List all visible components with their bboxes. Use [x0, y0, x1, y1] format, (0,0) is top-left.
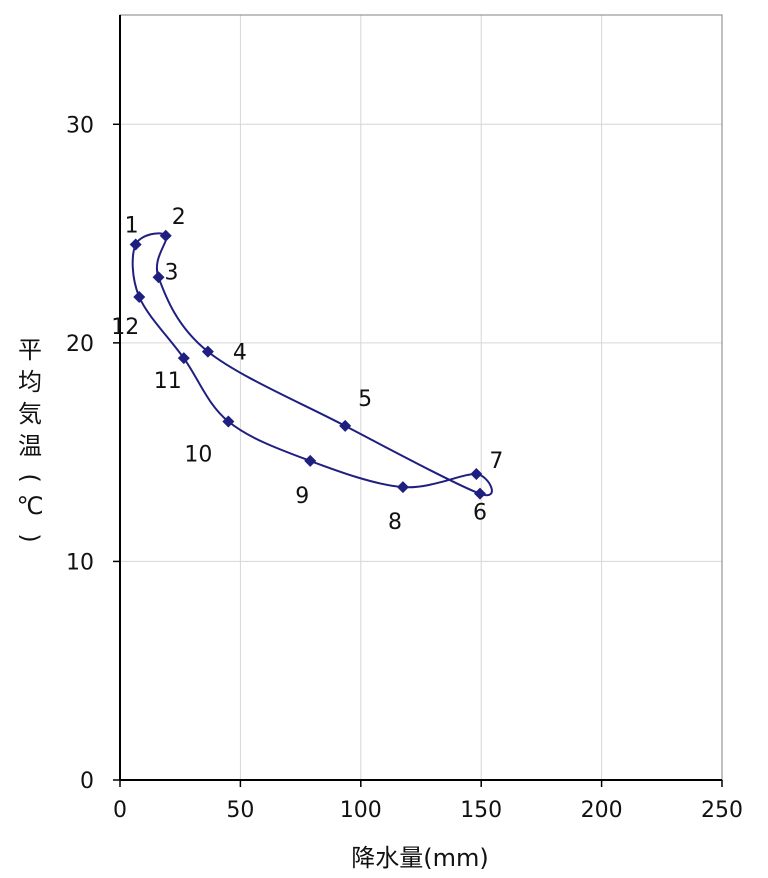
data-point-marker: [133, 290, 146, 303]
x-tick-labels: 0 50 100 150 200 250: [113, 798, 743, 823]
data-point-marker: [473, 487, 486, 500]
y-tick-labels: 0 10 20 30: [66, 113, 94, 794]
point-label: 12: [111, 315, 139, 340]
y-axis-title-char: 気: [18, 400, 42, 428]
y-axis-title-char: 平: [18, 336, 42, 364]
data-point-marker: [222, 415, 235, 428]
x-tick-label: 200: [581, 798, 623, 823]
plot-frame: [119, 14, 723, 781]
point-label: 6: [473, 501, 487, 526]
x-tick-label: 150: [460, 798, 502, 823]
y-axis-title-char: (: [16, 473, 44, 482]
series-markers: [129, 229, 486, 500]
x-axis-title: 降水量(mm): [351, 844, 488, 872]
data-point-marker: [177, 352, 190, 365]
y-tick-label: 30: [66, 113, 94, 138]
y-axis-title-char: 均: [18, 368, 42, 396]
x-tick-label: 250: [701, 798, 743, 823]
data-point-marker: [470, 468, 483, 480]
y-tick-label: 10: [66, 550, 94, 575]
point-label: 9: [295, 484, 309, 509]
data-point-marker: [159, 229, 172, 242]
x-tick-label: 100: [340, 798, 382, 823]
point-label: 3: [165, 260, 179, 285]
x-tick-label: 50: [226, 798, 254, 823]
point-label: 5: [358, 387, 372, 412]
data-point-marker: [304, 454, 317, 467]
data-point-marker: [152, 271, 165, 284]
y-tick-label: 0: [80, 769, 94, 794]
data-point-marker: [201, 345, 214, 358]
point-label: 7: [489, 449, 503, 474]
point-label: 10: [184, 443, 212, 468]
data-point-marker: [129, 238, 142, 251]
point-label: 8: [388, 510, 402, 535]
point-label: 2: [172, 205, 186, 230]
grid-lines: [120, 15, 723, 780]
point-label: 4: [233, 341, 247, 366]
y-tick-label: 20: [66, 332, 94, 357]
point-label: 1: [125, 214, 139, 239]
point-label: 11: [154, 369, 182, 394]
data-point-marker: [396, 481, 409, 494]
y-axis-title-char: ): [16, 533, 44, 542]
data-point-marker: [339, 419, 352, 432]
axes: [113, 15, 723, 787]
y-axis-title-char: 温: [18, 432, 42, 460]
y-axis-title-char: ℃: [17, 492, 44, 520]
series-line: [131, 232, 493, 497]
x-tick-label: 0: [113, 798, 127, 823]
